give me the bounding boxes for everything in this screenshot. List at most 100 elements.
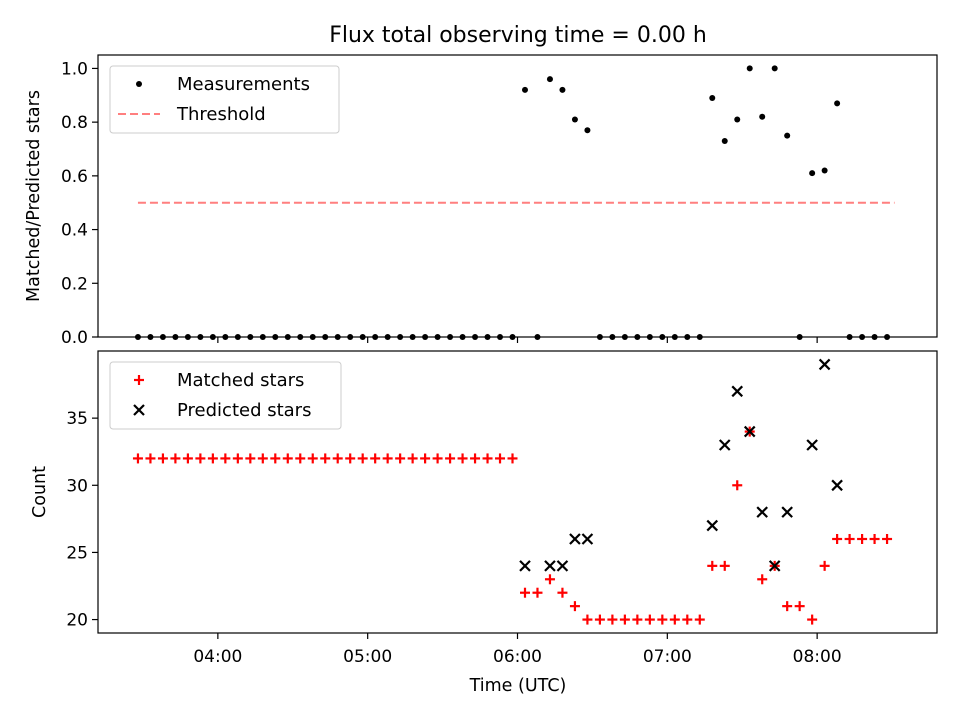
x-tick-label: 05:00: [343, 647, 392, 667]
top-legend: Measurements Threshold: [109, 65, 340, 134]
measurement-point: [571, 116, 578, 123]
matched-star-point: [332, 453, 343, 464]
bottom-legend: Matched stars Predicted stars: [109, 361, 342, 430]
matched-star-point: [270, 453, 281, 464]
predicted-star-point: [569, 533, 581, 545]
legend-measurements-marker: [136, 81, 142, 87]
matched-star-point: [607, 614, 618, 625]
measurement-point: [809, 170, 816, 177]
legend-matched-marker: [134, 375, 144, 385]
matched-star-point: [557, 587, 568, 598]
matched-star-point: [682, 614, 693, 625]
predicted-star-point: [831, 479, 843, 492]
matched-star-point: [794, 601, 805, 612]
measurement-point: [584, 127, 591, 134]
matched-star-point: [170, 453, 181, 464]
matched-star-point: [507, 453, 518, 464]
predicted-star-point: [756, 506, 768, 518]
bottom-plot-frame: [97, 350, 938, 634]
matched-star-point: [457, 453, 468, 464]
matched-star-point: [857, 534, 868, 544]
matched-star-point: [832, 534, 843, 544]
x-tick-label: 07:00: [643, 647, 692, 667]
matched-star-point: [619, 614, 630, 625]
matched-star-point: [807, 614, 818, 625]
matched-star-point: [669, 614, 680, 625]
predicted-star-point: [806, 439, 818, 451]
top-plot-frame: [97, 54, 938, 338]
predicted-star-point: [818, 358, 831, 371]
measurement-point: [521, 86, 528, 93]
matched-star-point: [582, 614, 593, 625]
matched-star-point: [782, 601, 793, 612]
matched-star-point: [307, 453, 318, 464]
legend-matched-label: Matched stars: [177, 370, 304, 391]
matched-star-point: [432, 453, 443, 464]
legend-measurements-label: Measurements: [177, 74, 310, 95]
matched-star-point: [357, 453, 368, 464]
matched-star-point: [370, 453, 381, 464]
bottom-legend-box: [109, 361, 342, 430]
predicted-star-point: [556, 560, 569, 572]
measurement-point: [721, 137, 728, 144]
measurement-point: [759, 113, 766, 120]
top-y-tick-label: 0.2: [61, 274, 88, 294]
top-panel: 0.0 0.2 0.4 0.6 0.8 1.0 Matched/Predicted sta…: [24, 54, 938, 348]
predicted-star-point: [581, 533, 594, 545]
predicted-star-point: [544, 560, 556, 572]
matched-star-point: [519, 587, 530, 598]
matched-star-point: [632, 614, 643, 625]
matched-star-point: [657, 614, 668, 625]
matched-star-points: [132, 426, 893, 625]
top-x-axis-ticks: [217, 337, 818, 343]
measurement-point: [559, 86, 566, 93]
matched-star-point: [470, 453, 481, 464]
top-legend-box: [109, 65, 340, 134]
measurement-point: [546, 76, 553, 83]
bottom-x-axis-ticks: 04:00 05:00 06:00 07:00 08:00: [193, 633, 842, 667]
top-y-tick-label: 0.4: [61, 221, 88, 241]
measurement-point: [821, 167, 828, 174]
matched-star-point: [819, 560, 830, 571]
top-y-tick-label: 0.6: [61, 167, 88, 187]
predicted-star-point: [743, 425, 756, 438]
matched-star-point: [345, 453, 356, 464]
matched-star-point: [532, 587, 543, 598]
matched-star-point: [482, 453, 493, 464]
predicted-star-point: [731, 385, 744, 398]
measurement-point: [746, 65, 753, 72]
matched-star-point: [420, 453, 431, 464]
predicted-star-point: [768, 560, 781, 572]
legend-predicted-label: Predicted stars: [177, 400, 311, 421]
matched-star-point: [182, 453, 193, 464]
bottom-y-tick-label: 25: [66, 543, 88, 563]
chart-title: Flux total observing time = 0.00 h: [329, 23, 707, 48]
top-y-tick-label: 0.8: [61, 113, 88, 133]
top-y-axis-label: Matched/Predicted stars: [24, 90, 44, 302]
top-y-tick-label: 0.0: [61, 328, 88, 348]
matched-star-point: [844, 534, 855, 544]
bottom-y-tick-label: 35: [66, 409, 88, 429]
matched-star-point: [207, 453, 218, 464]
matched-star-point: [132, 453, 143, 464]
bottom-y-axis-label: Count: [30, 466, 50, 518]
matched-star-point: [282, 453, 293, 464]
bottom-y-axis-ticks: 20 25 30 35: [66, 409, 98, 631]
matched-star-point: [257, 453, 268, 464]
matched-star-point: [495, 453, 506, 464]
matched-star-point: [757, 574, 768, 585]
top-y-tick-label: 1.0: [61, 59, 88, 79]
matched-star-point: [145, 453, 156, 464]
legend-predicted-marker: [133, 404, 145, 416]
matched-star-point: [157, 453, 168, 464]
x-axis-label: Time (UTC): [469, 676, 567, 696]
matched-star-point: [882, 534, 893, 544]
measurement-point: [734, 116, 741, 123]
matched-star-point: [220, 453, 231, 464]
x-tick-label: 08:00: [793, 647, 842, 667]
matched-star-point: [707, 560, 718, 571]
matched-star-point: [694, 614, 705, 625]
predicted-star-point: [519, 560, 531, 572]
bottom-y-tick-label: 20: [66, 611, 88, 631]
